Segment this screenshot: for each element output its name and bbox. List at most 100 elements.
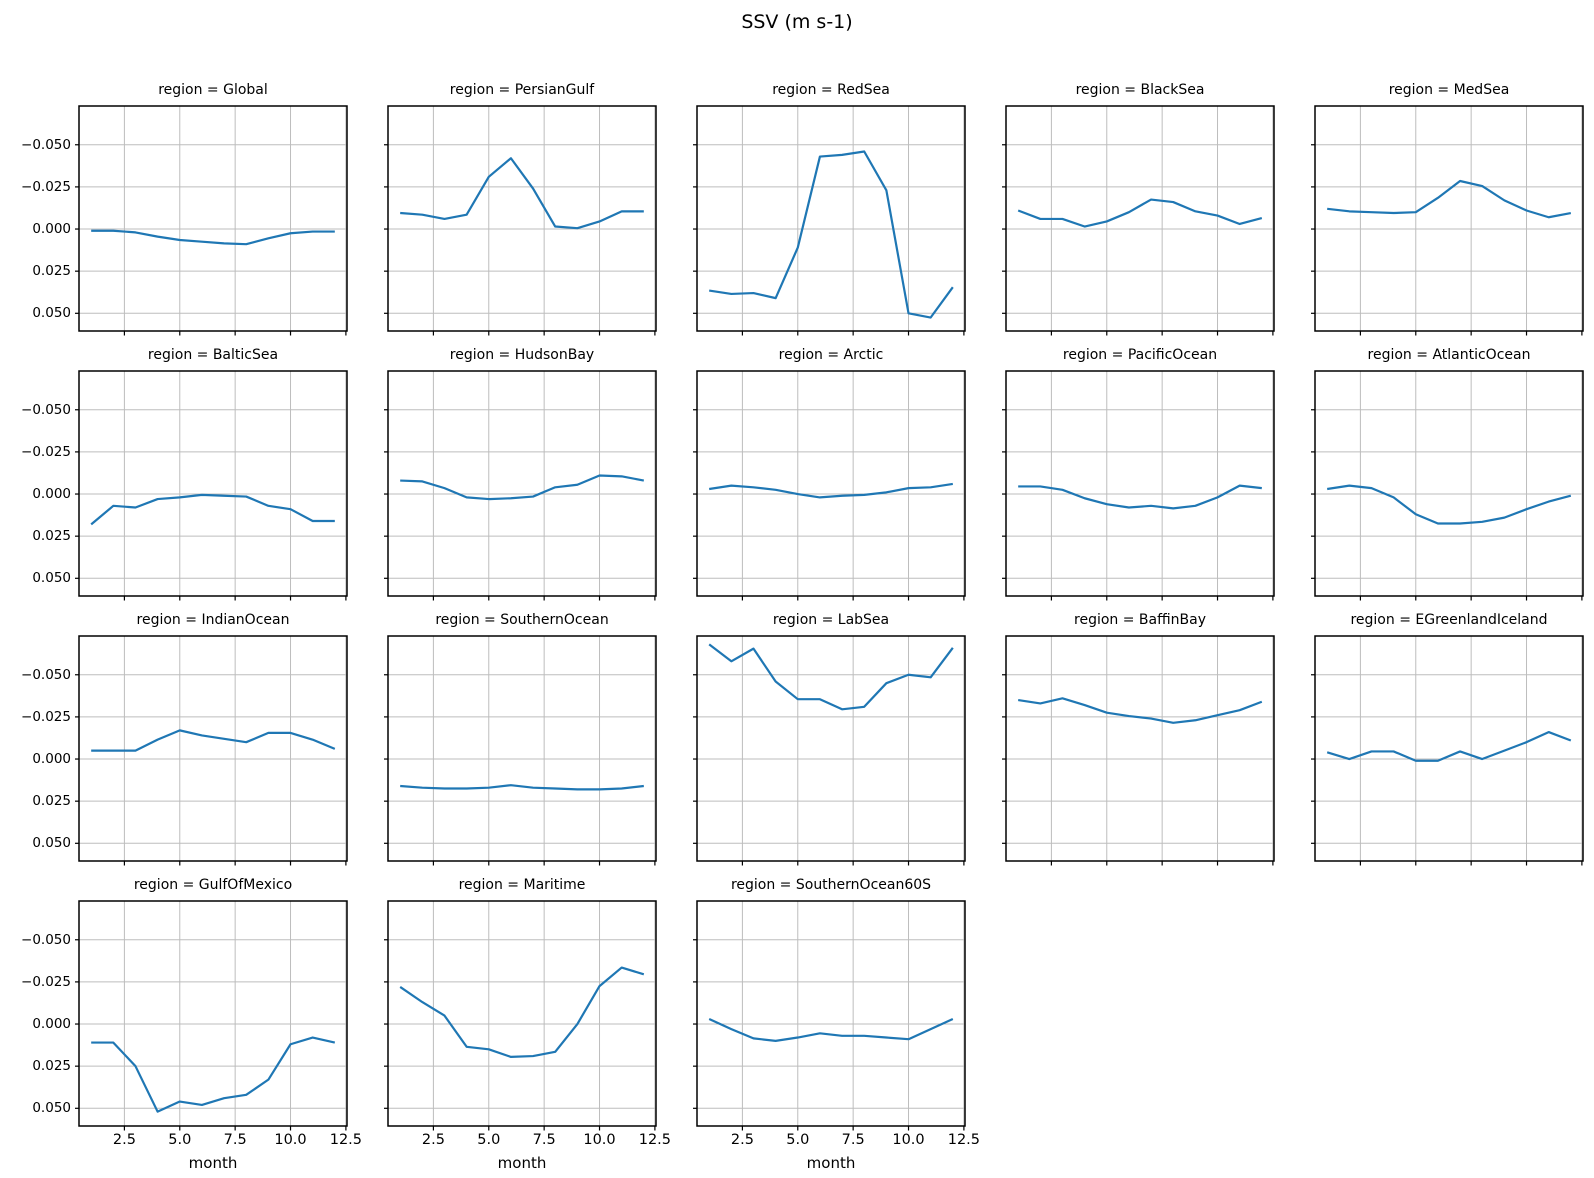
x-axis-label: month xyxy=(806,1154,856,1172)
x-tick-label: 5.0 xyxy=(477,1132,501,1148)
facet-plot xyxy=(693,370,966,601)
facet-title: region = BalticSea xyxy=(147,347,279,363)
plot-border xyxy=(1314,635,1584,862)
x-tick-label: 12.5 xyxy=(947,1132,981,1148)
series-line-BalticSea xyxy=(90,493,335,526)
series-line-BlackSea xyxy=(1017,198,1263,228)
x-tick-label: 10.0 xyxy=(274,1132,307,1148)
series-line-SouthernOcean xyxy=(400,784,644,791)
y-tick-label: −0.050 xyxy=(21,136,71,153)
facet-plot xyxy=(1002,635,1275,866)
plot-border xyxy=(387,370,657,597)
x-tick-label: 10.0 xyxy=(892,1132,925,1148)
series-line-HudsonBay xyxy=(400,474,645,501)
plot-border xyxy=(387,900,657,1127)
facet-EGreenlandIceland: region = EGreenlandIceland xyxy=(1311,610,1584,866)
facet-LabSea: region = LabSea xyxy=(693,610,966,866)
facet-plot xyxy=(75,370,348,601)
series-line-IndianOcean xyxy=(91,729,336,752)
facet-title: region = BlackSea xyxy=(1075,82,1205,98)
facet-plot xyxy=(384,635,657,866)
y-tick-label: 0.050 xyxy=(32,1100,71,1117)
plot-border xyxy=(78,635,348,862)
facet-title: region = LabSea xyxy=(772,612,890,628)
x-tick-label: 7.5 xyxy=(532,1132,556,1148)
y-tick-label: −0.050 xyxy=(21,401,71,418)
series-line-Arctic xyxy=(709,482,953,499)
facet-BalticSea: region = BalticSea −0.050 −0.025 0.000 0.025… xyxy=(21,345,348,601)
x-tick-label: 7.5 xyxy=(223,1132,247,1148)
series-line-AtlanticOcean xyxy=(1327,484,1572,525)
x-tick-label: 2.5 xyxy=(112,1132,136,1148)
facet-PersianGulf: region = PersianGulf xyxy=(384,80,657,336)
facet-BaffinBay: region = BaffinBay xyxy=(1002,610,1275,866)
series-line-Maritime xyxy=(399,966,645,1058)
x-tick-label: 12.5 xyxy=(638,1132,672,1148)
x-tick-label: 5.0 xyxy=(786,1132,810,1148)
facet-plot xyxy=(1311,635,1584,866)
facet-RedSea: region = RedSea xyxy=(693,80,966,336)
plot-border xyxy=(387,105,657,332)
x-tick-label: 10.0 xyxy=(583,1132,616,1148)
facet-plot xyxy=(693,635,966,866)
y-tick-label: −0.025 xyxy=(21,443,71,460)
plot-border xyxy=(696,105,966,332)
series-line-GulfOfMexico xyxy=(91,1036,336,1113)
series-line-SouthernOcean60S xyxy=(708,1017,954,1042)
y-tick-label: 0.050 xyxy=(32,835,71,852)
facet-SouthernOcean: region = SouthernOcean xyxy=(384,610,657,866)
y-tick-label: 0.025 xyxy=(32,528,71,545)
facet-IndianOcean: region = IndianOcean −0.050 −0.025 0.000 0.0… xyxy=(21,610,348,866)
facet-plot xyxy=(75,635,348,866)
facet-title: region = PersianGulf xyxy=(449,82,595,98)
series-line-RedSea xyxy=(709,150,954,319)
facet-title: region = PacificOcean xyxy=(1062,347,1218,363)
facet-plot xyxy=(384,900,657,1131)
y-tick-label: 0.000 xyxy=(32,751,71,768)
facet-Global: region = Global −0.050 −0.025 0.000 0.025 0.0… xyxy=(21,80,348,336)
facet-plot xyxy=(693,105,966,336)
facet-plot xyxy=(693,900,966,1131)
facet-AtlanticOcean: region = AtlanticOcean xyxy=(1311,345,1584,601)
facet-title: region = Maritime xyxy=(458,877,586,893)
plot-border xyxy=(696,370,966,597)
x-axis-label: month xyxy=(497,1154,547,1172)
plot-border xyxy=(387,635,657,862)
x-tick-label: 7.5 xyxy=(841,1132,865,1148)
facet-plot xyxy=(1311,370,1584,601)
facet-plot xyxy=(1002,105,1275,336)
series-line-PersianGulf xyxy=(400,157,644,230)
facet-plot xyxy=(75,900,348,1131)
x-tick-label: 2.5 xyxy=(730,1132,754,1148)
facet-HudsonBay: region = HudsonBay xyxy=(384,345,657,601)
facet-SouthernOcean60S: region = SouthernOcean60S 2.5 5.0 7.5 10.0 12… xyxy=(693,875,980,1172)
facet-title: region = MedSea xyxy=(1388,82,1510,98)
figure-title: SSV (m s-1) xyxy=(741,11,853,33)
x-tick-label: 2.5 xyxy=(421,1132,445,1148)
facet-title: region = BaffinBay xyxy=(1074,612,1206,628)
facet-plot xyxy=(1311,105,1584,336)
y-tick-label: 0.000 xyxy=(32,486,71,503)
facet-Maritime: region = Maritime 2.5 5.0 7.5 10.0 12.5 month xyxy=(384,875,671,1172)
facet-plot xyxy=(384,105,657,336)
y-tick-label: 0.025 xyxy=(32,793,71,810)
y-tick-label: −0.025 xyxy=(21,178,71,195)
facet-grid: region = Global −0.050 −0.025 0.000 0.025 0.0… xyxy=(21,80,1584,1172)
x-tick-label: 5.0 xyxy=(168,1132,192,1148)
plot-border xyxy=(1314,105,1584,332)
y-tick-label: −0.050 xyxy=(21,666,71,683)
plot-border xyxy=(696,635,966,862)
facet-plot xyxy=(1002,370,1275,601)
plot-border xyxy=(1005,370,1275,597)
facet-title: region = Arctic xyxy=(778,347,884,363)
y-tick-label: −0.025 xyxy=(21,973,71,990)
facet-Arctic: region = Arctic xyxy=(693,345,966,601)
y-tick-label: 0.000 xyxy=(32,1016,71,1033)
plot-border xyxy=(1005,635,1275,862)
y-tick-label: 0.025 xyxy=(32,263,71,280)
facet-plot xyxy=(384,370,657,601)
plot-border xyxy=(1005,105,1275,332)
y-tick-label: 0.050 xyxy=(32,305,71,322)
y-tick-label: 0.025 xyxy=(32,1058,71,1075)
facet-GulfOfMexico: region = GulfOfMexico −0.050 −0.025 0.000 0.… xyxy=(21,875,362,1172)
